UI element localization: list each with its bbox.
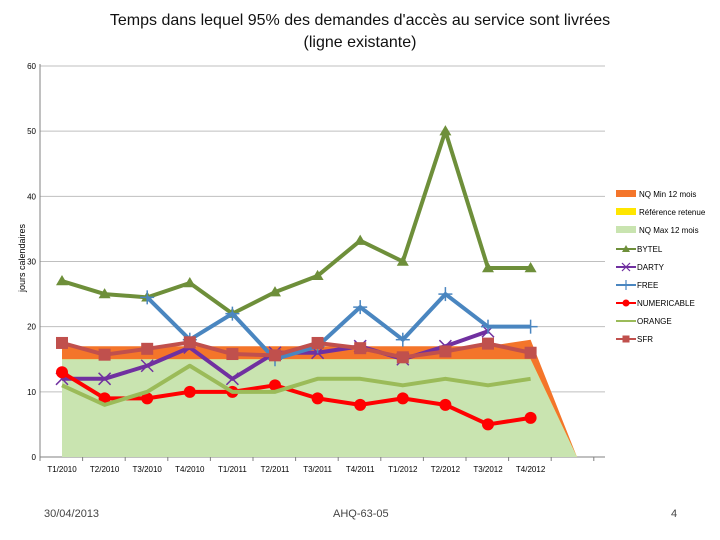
point-free-9: [438, 287, 453, 302]
footer-reference: AHQ-63-05: [333, 508, 389, 520]
point-sfr-11: [524, 346, 537, 359]
chart-title: Temps dans lequel 95% des demandes d'acc…: [0, 10, 720, 54]
point-sfr-2: [141, 342, 154, 355]
series-line-orange: [61, 363, 531, 407]
legend-label-bytel: BYTEL: [637, 245, 663, 254]
series-line-bytel: [61, 129, 531, 316]
series-line-free: [145, 292, 531, 362]
legend-label-nq-max: NQ Max 12 mois: [639, 226, 699, 235]
chart-title-line1: Temps dans lequel 95% des demandes d'acc…: [109, 12, 611, 29]
point-sfr-3: [183, 336, 196, 349]
point-bytel-0: [56, 275, 68, 286]
legend-label-darty: DARTY: [637, 263, 665, 272]
point-sfr-1: [98, 348, 111, 361]
x-tick-label-1: T2/2010: [90, 465, 120, 474]
x-tick-label-5: T2/2011: [261, 465, 290, 474]
point-numericable-9: [439, 398, 452, 411]
legend-label-numericable: NUMERICABLE: [637, 299, 695, 308]
legend-marker-darty-b: [621, 262, 631, 272]
footer-page-number: 4: [671, 508, 678, 520]
legend-label-free: FREE: [637, 281, 658, 290]
point-numericable-11: [524, 411, 537, 424]
point-bytel-1: [98, 288, 111, 299]
x-tick-label-6: T3/2011: [303, 465, 332, 474]
legend-marker-bytel: [622, 245, 630, 252]
point-sfr-0: [56, 336, 68, 349]
point-bytel-7: [354, 234, 367, 245]
point-darty-4: [225, 372, 239, 386]
point-sfr-5: [269, 349, 281, 362]
point-bytel-5: [269, 286, 281, 297]
point-numericable-8: [396, 392, 409, 405]
legend-marker-sfr: [622, 335, 630, 343]
x-tick-label-2: T3/2010: [133, 465, 163, 474]
chart-title-line2: (ligne existante): [303, 34, 417, 51]
point-numericable-6: [311, 392, 324, 405]
legend-label-sfr: SFR: [637, 335, 653, 344]
x-tick-label-9: T2/2012: [431, 465, 461, 474]
x-tick-label-11: T4/2012: [516, 465, 546, 474]
point-sfr-8: [396, 351, 409, 364]
x-tick-label-0: T1/2010: [47, 465, 77, 474]
point-free-7: [353, 300, 368, 315]
y-tick-label-0: 0: [32, 453, 37, 462]
legend-swatch-nq-min: [616, 190, 636, 197]
band-nq-max: [62, 359, 577, 457]
series-line-sfr: [61, 340, 532, 360]
point-darty-2: [140, 359, 154, 373]
point-free-2: [140, 290, 155, 305]
x-tick-label-7: T4/2011: [346, 465, 375, 474]
point-numericable-2: [141, 392, 154, 405]
x-tick-label-8: T1/2012: [388, 465, 418, 474]
series-line-numericable: [60, 370, 531, 427]
point-numericable-7: [354, 398, 367, 411]
point-sfr-10: [482, 337, 494, 350]
point-numericable-5: [269, 379, 281, 392]
point-bytel-3: [183, 277, 196, 288]
point-bytel-9: [439, 125, 452, 136]
point-free-11: [523, 319, 538, 334]
point-bytel-8: [396, 255, 409, 266]
y-tick-label-10: 10: [27, 388, 36, 397]
point-darty-1: [98, 372, 112, 386]
point-free-8: [395, 332, 410, 347]
legend-label-orange: ORANGE: [637, 317, 672, 326]
legend-marker-numericable: [622, 299, 630, 307]
point-free-10: [481, 319, 495, 334]
point-free-4: [225, 306, 240, 321]
x-tick-label-4: T1/2011: [218, 465, 247, 474]
point-sfr-4: [226, 348, 239, 361]
legend-label-nq-min: NQ Min 12 mois: [639, 190, 696, 199]
legend-label-reference: Référence retenue: [639, 208, 706, 217]
point-sfr-6: [311, 336, 324, 349]
legend-swatch-nq-max: [616, 226, 636, 233]
y-tick-label-60: 60: [27, 62, 36, 71]
point-numericable-3: [183, 385, 196, 398]
legend-swatch-reference: [616, 208, 636, 215]
point-bytel-10: [482, 262, 494, 273]
y-tick-label-40: 40: [27, 192, 36, 201]
point-sfr-9: [439, 345, 452, 358]
x-tick-label-10: T3/2012: [473, 465, 503, 474]
y-tick-label-50: 50: [27, 127, 36, 136]
footer-date: 30/04/2013: [44, 508, 100, 520]
point-numericable-10: [482, 418, 494, 431]
point-numericable-0: [56, 366, 68, 379]
point-bytel-6: [311, 269, 324, 281]
x-tick-label-3: T4/2010: [175, 465, 205, 474]
y-tick-label-30: 30: [27, 258, 36, 267]
point-bytel-11: [524, 262, 537, 273]
point-sfr-7: [354, 342, 367, 355]
y-tick-label-20: 20: [27, 323, 36, 332]
